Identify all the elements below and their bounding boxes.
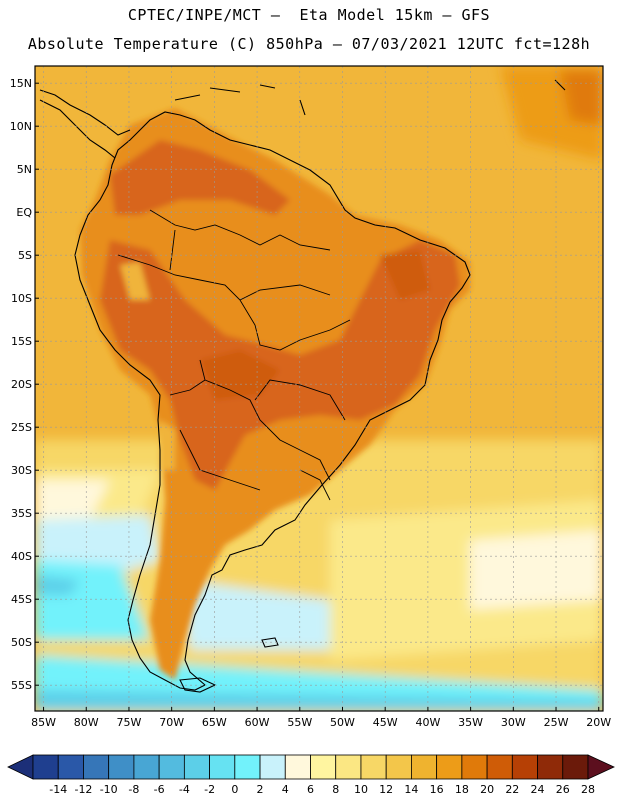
colorbar-label: -6 [154,783,165,796]
lat-label-50s: 50S [11,636,32,649]
lat-label-10s: 10S [11,292,32,305]
field-ocean-ne-hot [560,70,603,125]
lat-label-45s: 45S [11,593,32,606]
field-cold-band-deep [35,575,603,711]
coastlines [39,79,566,693]
colorbar-swatch [461,754,488,780]
lon-label-20w: 20W [586,716,611,729]
colorbar-label: -4 [179,783,190,796]
colorbar-label: -10 [100,783,118,796]
lat-label-55s: 55S [11,679,32,692]
lon-label-30w: 30W [501,716,526,729]
tierra-del-fuego [179,677,217,693]
central-america-coastline [39,89,131,159]
colorbar-label: 16 [430,783,444,796]
colorbar-label: 20 [480,783,494,796]
lat-label-10n: 10N [10,120,32,133]
colorbar-label: 0 [231,783,238,796]
chart-title-line2: Absolute Temperature (C) 850hPa – 07/03/… [27,35,591,53]
lon-label-75w: 75W [117,716,142,729]
colorbar-swatch [360,754,387,780]
colorbar-label: 22 [505,783,519,796]
colorbar-swatch [108,754,135,780]
field-cold-band [35,560,603,711]
colorbar-swatch [486,754,513,780]
colorbar: -14 -12 -10 -8 -6 -4 -2 0 2 4 6 8 10 12 14 16 18 20 22 24 26… [7,754,615,796]
colorbar-swatch [335,754,362,780]
south-america-coastline [74,111,471,691]
colorbar-swatch [133,754,160,780]
colorbar-swatch [32,754,59,780]
colorbar-label: 24 [531,783,545,796]
colorbar-label: -8 [128,783,139,796]
field-ocean-pale-south [35,480,603,610]
field-ocean-cool-south [35,470,603,660]
field-land-hot-core [200,250,430,400]
colorbar-right-arrow [587,754,615,780]
lat-label-15s: 15S [11,335,32,348]
lon-label-60w: 60W [245,716,270,729]
colorbar-label: 26 [556,783,570,796]
lon-label-55w: 55W [287,716,312,729]
colorbar-left-arrow [7,754,34,780]
lat-label-20s: 20S [11,378,32,391]
lat-label-5n: 5N [17,163,32,176]
colorbar-swatch [209,754,236,780]
colorbar-label: 18 [455,783,469,796]
lat-label-25s: 25S [11,421,32,434]
colorbar-label: -14 [49,783,67,796]
colorbar-swatch [385,754,412,780]
colorbar-label: 2 [257,783,264,796]
caribbean-islands [174,79,566,116]
colorbar-swatch [259,754,286,780]
colorbar-label: 10 [354,783,368,796]
lon-label-70w: 70W [159,716,184,729]
country-borders [117,209,351,501]
colorbar-swatch [284,754,311,780]
colorbar-label: -2 [204,783,215,796]
lat-label-30s: 30S [11,464,32,477]
lat-label-5s: 5S [18,249,32,262]
lon-label-25w: 25W [544,716,569,729]
lon-label-85w: 85W [31,716,56,729]
colorbar-swatch [562,754,589,780]
lon-label-80w: 80W [74,716,99,729]
lat-label-35s: 35S [11,507,32,520]
colorbar-swatch [436,754,463,780]
lat-label-eq: EQ [16,206,32,219]
colorbar-label: 6 [307,783,314,796]
colorbar-swatch [537,754,564,780]
colorbar-label: 14 [404,783,418,796]
lon-label-65w: 65W [202,716,227,729]
colorbar-label: 28 [581,783,595,796]
colorbar-swatch [511,754,538,780]
falkland-islands [261,637,279,648]
colorbar-swatch [57,754,84,780]
lon-label-50w: 50W [330,716,355,729]
longitude-labels: 85W 80W 75W 70W 65W 60W 55W 50W 45W 40W 35W 30W 25W 2… [31,707,611,729]
map-field [35,66,603,711]
colorbar-label: 8 [332,783,339,796]
latitude-labels: 15N 10N 5N EQ 5S 10S 15S 20S 25S 30S 35S 40S 45S 50S 5… [10,77,39,692]
colorbar-swatch [411,754,438,780]
colorbar-swatch [183,754,210,780]
colorbar-swatch [234,754,261,780]
lon-label-35w: 35W [458,716,483,729]
colorbar-label: 4 [282,783,289,796]
colorbar-label: 12 [379,783,393,796]
lon-label-45w: 45W [373,716,398,729]
lat-label-40s: 40S [11,550,32,563]
colorbar-label: -12 [74,783,92,796]
colorbar-swatch [310,754,337,780]
lon-label-40w: 40W [415,716,440,729]
plot-frame [34,65,604,712]
field-andes-cool [120,262,175,470]
colorbar-swatch [83,754,110,780]
colorbar-swatch [158,754,185,780]
chart-title-line1: CPTEC/INPE/MCT – Eta Model 15km – GFS [127,6,491,24]
field-land-hot-north [110,140,290,215]
lat-label-15n: 15N [10,77,32,90]
